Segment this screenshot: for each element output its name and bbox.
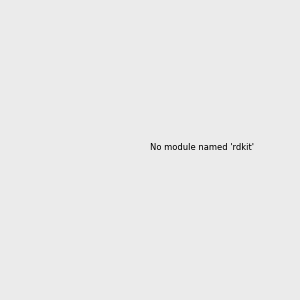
Text: No module named 'rdkit': No module named 'rdkit': [150, 143, 254, 152]
